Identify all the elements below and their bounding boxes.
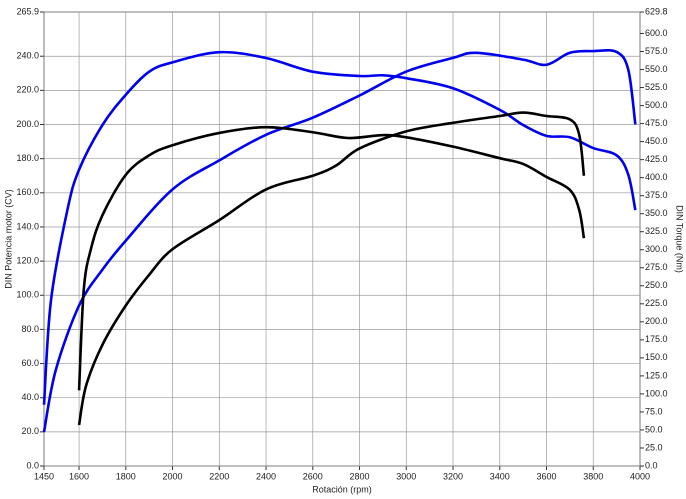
y2-tick-label: 425.0 — [645, 154, 668, 164]
x-tick-label: 1800 — [116, 471, 136, 481]
y2-tick-label: 100.0 — [645, 388, 668, 398]
y2-tick-label: 629.8 — [645, 6, 668, 16]
y2-tick-label: 25.0 — [645, 442, 663, 452]
y2-tick-label: 0.0 — [645, 460, 658, 470]
x-tick-label: 2200 — [209, 471, 229, 481]
y-tick-label: 80.0 — [21, 324, 39, 334]
y-tick-label: 40.0 — [21, 392, 39, 402]
y2-tick-label: 400.0 — [645, 172, 668, 182]
y-tick-label: 60.0 — [21, 358, 39, 368]
y2-tick-label: 525.0 — [645, 82, 668, 92]
y2-tick-label: 475.0 — [645, 118, 668, 128]
y-tick-label: 240.0 — [16, 51, 39, 61]
y2-tick-label: 75.0 — [645, 406, 663, 416]
curve — [77, 125, 586, 391]
y-axis-label: DIN Potencia motor (CV) — [3, 189, 13, 289]
y-tick-label: 120.0 — [16, 255, 39, 265]
y2-tick-label: 125.0 — [645, 370, 668, 380]
plot-area — [43, 11, 641, 467]
y2-tick-label: 275.0 — [645, 262, 668, 272]
y-tick-label: 0.0 — [26, 460, 39, 470]
y-tick-label: 160.0 — [16, 187, 39, 197]
x-tick-label: 2600 — [303, 471, 323, 481]
y2-tick-label: 550.0 — [645, 64, 668, 74]
y-tick-label: 140.0 — [16, 221, 39, 231]
curve — [42, 50, 637, 405]
y2-tick-label: 450.0 — [645, 136, 668, 146]
y2-tick-label: 350.0 — [645, 208, 668, 218]
y2-tick-label: 150.0 — [645, 352, 668, 362]
x-tick-label: 3200 — [443, 471, 463, 481]
y2-tick-label: 225.0 — [645, 298, 668, 308]
x-tick-label: 3600 — [536, 471, 556, 481]
x-tick-label: 2000 — [163, 471, 183, 481]
y-tick-label: 180.0 — [16, 153, 39, 163]
y2-tick-label: 200.0 — [645, 316, 668, 326]
curve — [77, 111, 586, 426]
y-tick-label: 265.9 — [16, 6, 39, 16]
y2-tick-label: 375.0 — [645, 190, 668, 200]
x-tick-label: 3400 — [490, 471, 510, 481]
y2-tick-label: 575.0 — [645, 46, 668, 56]
y2-tick-label: 600.0 — [645, 28, 668, 38]
x-tick-label: 3800 — [583, 471, 603, 481]
y-tick-label: 220.0 — [16, 85, 39, 95]
y2-axis-label: DIN Torque (Nm) — [675, 205, 685, 273]
y2-tick-label: 500.0 — [645, 100, 668, 110]
y-tick-label: 20.0 — [21, 426, 39, 436]
x-tick-label: 2400 — [256, 471, 276, 481]
x-tick-label: 4000 — [630, 471, 650, 481]
x-axis-label: Rotación (rpm) — [312, 484, 372, 494]
x-tick-label: 3000 — [396, 471, 416, 481]
x-tick-label: 1450 — [34, 471, 54, 481]
y2-tick-label: 250.0 — [645, 280, 668, 290]
y-tick-label: 100.0 — [16, 290, 39, 300]
x-tick-label: 2800 — [350, 471, 370, 481]
curve — [42, 48, 637, 433]
y2-tick-label: 325.0 — [645, 226, 668, 236]
x-tick-label: 1600 — [69, 471, 89, 481]
y2-tick-label: 300.0 — [645, 244, 668, 254]
y2-tick-label: 50.0 — [645, 424, 663, 434]
y2-tick-label: 175.0 — [645, 334, 668, 344]
y-tick-label: 200.0 — [16, 119, 39, 129]
